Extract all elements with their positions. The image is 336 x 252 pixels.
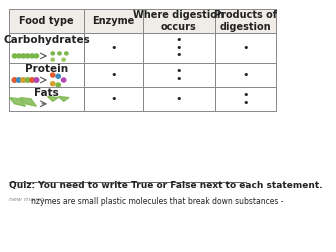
Text: •: • [175,94,182,104]
Text: Quiz: You need to write True or False next to each statement.: Quiz: You need to write True or False ne… [9,181,323,190]
Bar [9,9,84,33]
Circle shape [30,78,35,82]
Circle shape [12,54,17,58]
Bar [215,9,276,33]
Circle shape [56,74,60,78]
Bar [215,62,276,87]
Text: new macro.: new macro. [9,197,46,202]
Bar [84,33,142,62]
Polygon shape [58,96,69,101]
Circle shape [51,52,54,55]
Circle shape [21,54,26,58]
Text: •: • [175,43,182,52]
Circle shape [30,54,34,58]
Text: Where digestion
occurs: Where digestion occurs [133,10,224,31]
Circle shape [26,54,30,58]
Polygon shape [20,98,36,106]
Circle shape [34,54,39,58]
Circle shape [65,52,68,55]
Text: •: • [110,43,117,52]
Circle shape [25,78,30,82]
Text: •: • [175,35,182,45]
Bar [142,87,215,111]
Circle shape [58,52,61,55]
Text: Enzyme: Enzyme [92,16,134,26]
Circle shape [51,58,54,61]
Bar [84,87,142,111]
Text: Food type: Food type [19,16,74,26]
Text: •: • [242,70,249,80]
Text: nzymes are small plastic molecules that break down substances -: nzymes are small plastic molecules that … [31,197,284,206]
Bar [84,9,142,33]
Bar [142,33,215,62]
Text: Carbohydrates: Carbohydrates [3,35,90,45]
Text: •: • [110,94,117,104]
Text: •: • [242,43,249,52]
Circle shape [17,54,21,58]
Circle shape [61,78,66,82]
Circle shape [21,78,26,82]
Circle shape [12,78,17,82]
Bar [84,62,142,87]
Text: •: • [175,66,182,76]
Bar [9,33,84,62]
Bar [142,62,215,87]
Circle shape [62,58,65,61]
Polygon shape [47,96,58,101]
Circle shape [50,73,55,77]
Circle shape [56,83,60,87]
Text: Protein: Protein [25,64,68,74]
Text: •: • [110,70,117,80]
Circle shape [50,82,55,86]
Text: •: • [175,50,182,60]
Text: •: • [242,98,249,108]
Circle shape [16,78,22,82]
Text: Products of
digestion: Products of digestion [214,10,277,31]
Text: •: • [175,74,182,84]
Bar [9,87,84,111]
Text: Fats: Fats [34,88,59,98]
Text: •: • [242,90,249,100]
Circle shape [34,78,39,82]
Bar [215,33,276,62]
Bar [215,87,276,111]
Bar [142,9,215,33]
Polygon shape [9,98,26,106]
Bar [9,62,84,87]
